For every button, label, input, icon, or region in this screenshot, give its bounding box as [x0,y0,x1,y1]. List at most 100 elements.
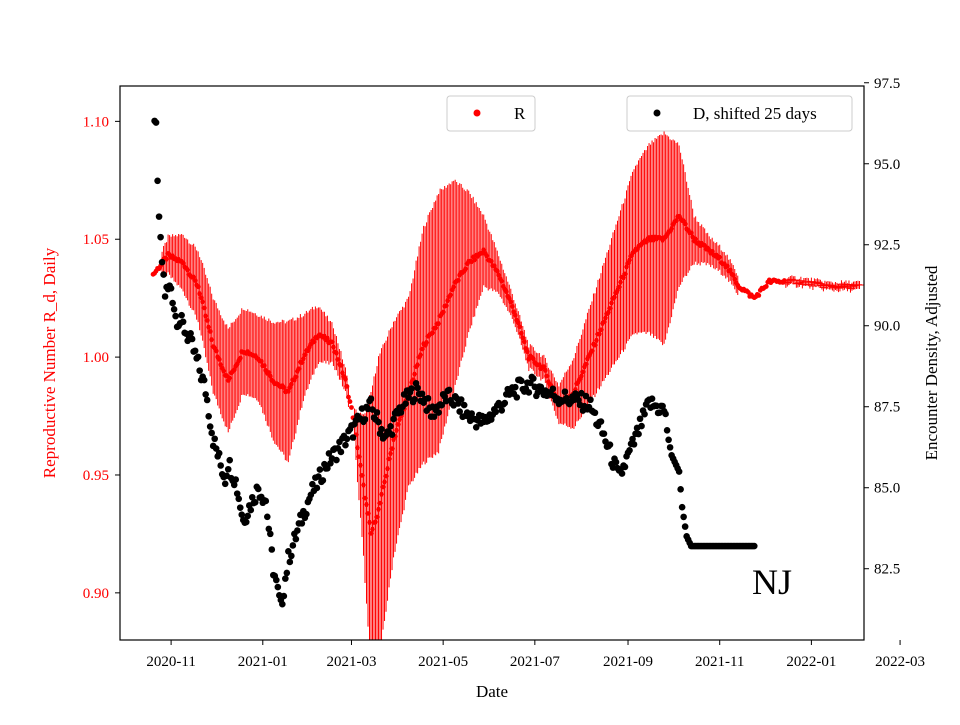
d-point [612,458,620,466]
d-point [265,525,273,533]
d-point [460,401,468,409]
legend-d-label: D, shifted 25 days [693,104,817,123]
d-point [244,512,252,520]
d-point [224,465,232,473]
d-point [750,542,758,550]
legend-d-marker [653,109,661,117]
d-point [662,410,669,418]
d-point [262,497,270,505]
d-point [254,485,262,493]
d-point [492,408,500,416]
d-point [666,444,674,451]
d-point [630,441,638,448]
d-point [518,377,525,385]
d-point [511,383,519,391]
x-tick-label: 2021-01 [238,654,288,670]
d-point [367,395,375,403]
d-point [445,386,453,394]
d-point [187,330,194,337]
d-point [230,481,238,489]
y-right-tick-label: 97.5 [874,76,900,92]
d-point [194,353,202,361]
y-left-tick-label: 1.10 [83,114,109,130]
d-point [456,408,463,415]
d-point [157,233,164,241]
y-right-tick-label: 85.0 [874,481,900,497]
d-point [283,569,291,577]
d-point [418,390,426,398]
d-point [530,375,537,382]
y-right-axis-ticks: 82.5 85.0 87.5 90.0 92.5 95.0 97.5 [864,76,900,578]
d-point [217,462,225,469]
d-point [286,558,294,566]
d-point [303,510,310,518]
d-point [629,435,636,443]
d-point [279,600,286,608]
y-right-tick-label: 87.5 [874,400,900,416]
d-point [274,583,282,591]
r-point [349,405,354,410]
y-right-tick-label: 95.0 [874,157,900,173]
d-point [200,376,208,384]
d-point [525,389,533,396]
d-point [641,410,648,418]
d-point [152,119,160,126]
d-point [408,385,415,392]
d-point [158,258,166,266]
d-point [154,177,161,185]
d-point [618,470,626,477]
y-left-tick-label: 0.95 [83,468,109,484]
d-point [582,392,590,400]
y-left-axis-label: Reproductive Number R_d, Daily [40,247,59,478]
d-point [206,423,214,430]
d-point [390,415,397,423]
d-point [606,441,614,448]
d-point [178,311,185,319]
r-point [855,281,864,290]
d-point [208,429,215,437]
d-point [325,450,333,457]
d-point [263,513,271,521]
d-point [468,410,476,417]
d-point [248,493,256,501]
d-point [203,396,211,404]
d-point [179,318,187,326]
d-point [498,407,506,414]
y-left-tick-label: 1.05 [83,232,109,248]
d-point [435,409,442,416]
d-point [681,523,689,530]
d-point [242,518,250,526]
d-point [292,535,300,543]
legend-d-box [626,95,853,132]
d-point [155,213,163,220]
d-point [472,423,480,431]
d-point [678,503,686,511]
d-point [196,367,203,374]
d-point [212,445,220,452]
d-point [267,530,274,538]
d-point [268,546,276,553]
region-label: NJ [752,562,792,602]
d-point [621,463,629,471]
d-point [233,490,241,497]
d-point [600,430,608,438]
d-point [438,401,445,409]
d-point [172,312,179,320]
r-series [150,131,864,640]
d-point [337,448,345,456]
r-point [763,283,769,289]
d-point [665,436,672,444]
d-point [313,484,321,492]
x-tick-label: 2021-11 [695,654,744,670]
d-point [202,391,209,398]
d-point [282,575,289,582]
x-tick-label: 2022-01 [786,654,836,670]
d-point [561,388,569,395]
x-axis-label: Date [476,682,508,701]
d-point [247,506,255,514]
y-left-tick-label: 1.00 [83,350,109,366]
legend-d: D, shifted 25 days [626,95,853,132]
d-point [457,396,465,403]
d-point [677,486,684,493]
d-point [316,466,324,473]
